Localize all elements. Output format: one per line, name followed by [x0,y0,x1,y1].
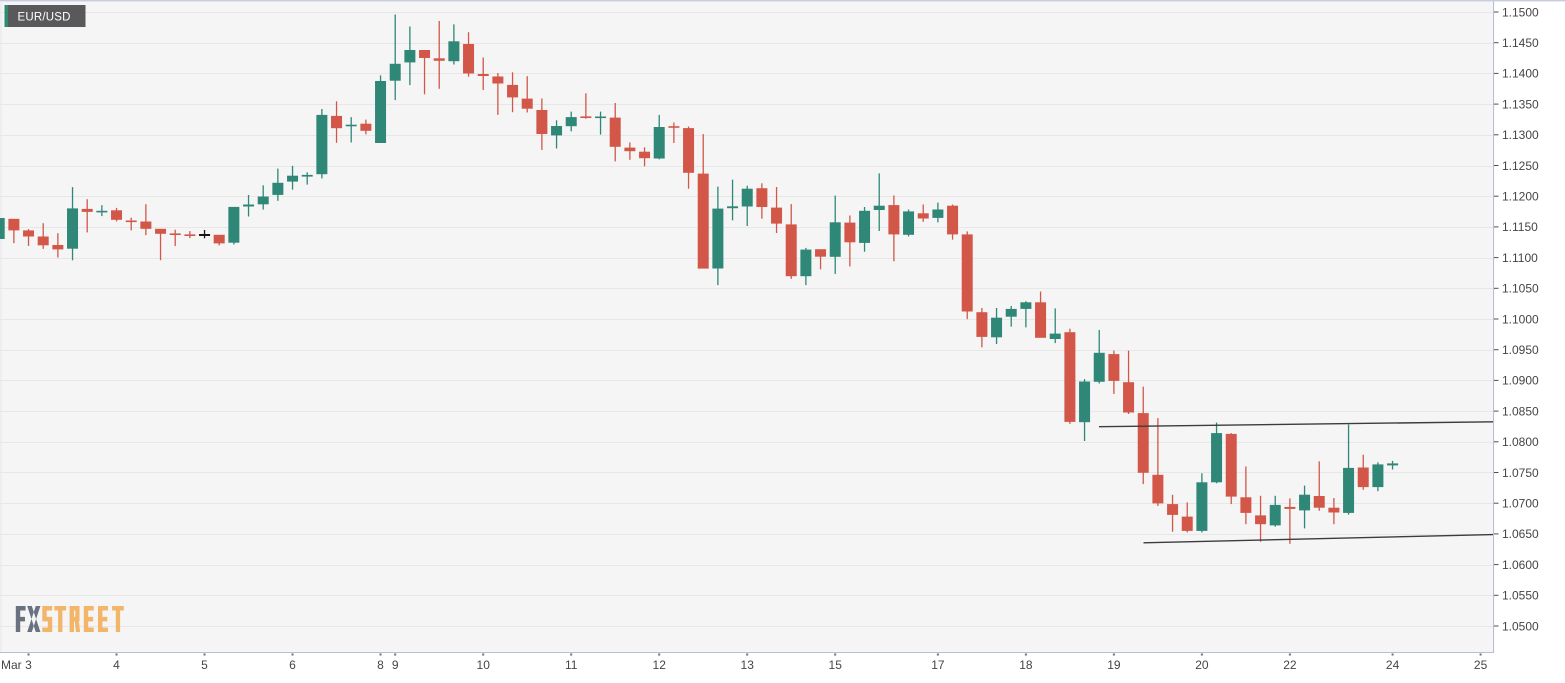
svg-text:19: 19 [1107,658,1121,672]
svg-text:1.1450: 1.1450 [1502,36,1539,50]
svg-text:1.0900: 1.0900 [1502,374,1539,388]
svg-text:1.1350: 1.1350 [1502,97,1539,111]
svg-text:10: 10 [477,658,491,672]
svg-text:1.0650: 1.0650 [1502,527,1539,541]
svg-text:1.0800: 1.0800 [1502,435,1539,449]
svg-text:1.1500: 1.1500 [1502,5,1539,19]
svg-text:1.0550: 1.0550 [1502,589,1539,603]
svg-text:1.1250: 1.1250 [1502,159,1539,173]
svg-text:1.1050: 1.1050 [1502,282,1539,296]
svg-text:1.0700: 1.0700 [1502,497,1539,511]
svg-text:1.0500: 1.0500 [1502,619,1539,633]
svg-text:1.0750: 1.0750 [1502,466,1539,480]
svg-text:1.1400: 1.1400 [1502,67,1539,81]
svg-text:15: 15 [829,658,843,672]
svg-text:1.1000: 1.1000 [1502,312,1539,326]
svg-text:3: 3 [25,658,32,672]
svg-text:1.1300: 1.1300 [1502,128,1539,142]
svg-text:8: 8 [377,658,384,672]
svg-text:9: 9 [392,658,399,672]
svg-text:11: 11 [565,658,578,672]
svg-text:4: 4 [113,658,120,672]
svg-text:5: 5 [201,658,208,672]
svg-text:1.0600: 1.0600 [1502,558,1539,572]
svg-text:20: 20 [1195,658,1209,672]
svg-text:13: 13 [741,658,755,672]
svg-text:18: 18 [1019,658,1033,672]
svg-text:17: 17 [931,658,945,672]
svg-text:EUR/USD: EUR/USD [18,12,71,24]
svg-text:25: 25 [1474,658,1488,672]
svg-text:22: 22 [1283,658,1297,672]
svg-text:24: 24 [1386,658,1400,672]
svg-text:1.1200: 1.1200 [1502,190,1539,204]
svg-text:12: 12 [653,658,667,672]
svg-text:Mar: Mar [1,658,22,672]
svg-text:1.0850: 1.0850 [1502,404,1539,418]
svg-text:1.0950: 1.0950 [1502,343,1539,357]
svg-text:6: 6 [289,658,296,672]
svg-text:1.1150: 1.1150 [1502,220,1538,234]
svg-text:1.1100: 1.1100 [1502,251,1538,265]
